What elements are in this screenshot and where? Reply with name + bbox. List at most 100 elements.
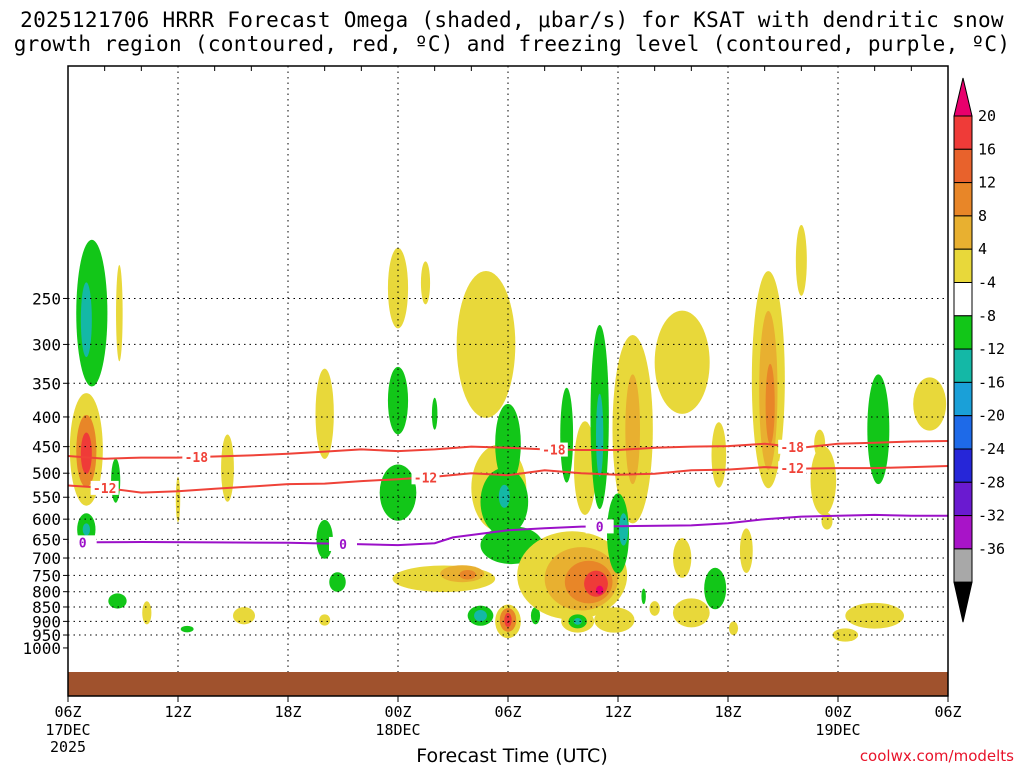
omega-cell-yellow xyxy=(845,602,905,629)
omega-cell-yellow xyxy=(739,528,753,574)
y-tick-label: 650 xyxy=(32,530,61,549)
omega-cell-yellow xyxy=(594,607,635,633)
y-tick-label: 250 xyxy=(32,289,61,308)
colorbar-top-arrow xyxy=(953,77,973,117)
chart-title-line-2: growth region (contoured, red, ºC) and f… xyxy=(13,32,1011,56)
contour-label-bg xyxy=(90,480,119,495)
y-tick-label: 850 xyxy=(32,598,61,617)
omega-cell-yellow xyxy=(142,601,152,625)
x-year-label: 2025 xyxy=(50,738,86,756)
omega-cell-yellow xyxy=(728,621,739,636)
colorbar-label: -4 xyxy=(978,274,996,292)
y-tick-label: 900 xyxy=(32,612,61,631)
colorbar-bin xyxy=(953,248,973,283)
omega-cell-teal xyxy=(596,393,604,477)
colorbar-label: 8 xyxy=(978,207,987,225)
omega-cell-green xyxy=(431,397,438,430)
gridlines xyxy=(68,66,948,696)
contour-freezing-level xyxy=(68,513,948,547)
omega-cell-yellow xyxy=(711,422,727,488)
omega-cell-teal xyxy=(498,484,510,508)
colorbar-label: 16 xyxy=(978,140,996,158)
colorbar-label: -28 xyxy=(978,473,1005,491)
contour-label-bg xyxy=(329,536,357,551)
omega-cell-red xyxy=(504,612,512,628)
omega-cell-teal xyxy=(474,609,487,622)
contour-label-bg xyxy=(411,470,440,485)
y-tick-label: 600 xyxy=(32,510,61,529)
omega-cell-teal xyxy=(618,513,629,546)
omega-cell-yellow xyxy=(913,377,947,431)
omega-cell-yellow xyxy=(175,476,181,523)
omega-cell-yellow xyxy=(221,434,234,502)
colorbar-bin xyxy=(953,148,973,184)
omega-cell-yellow xyxy=(387,247,409,329)
omega-cell-yellow xyxy=(315,368,334,459)
y-tick-label: 700 xyxy=(32,549,61,568)
contour-label-bg xyxy=(585,519,614,534)
contour-label-bg xyxy=(182,450,211,465)
colorbar-label: 4 xyxy=(978,240,987,258)
omega-cell-orange xyxy=(765,363,775,445)
chart-title-line-1: 2025121706 HRRR Forecast Omega (shaded, … xyxy=(20,8,1004,32)
y-tick-label: 950 xyxy=(32,626,61,645)
x-tick-label: 06Z xyxy=(54,703,81,721)
x-tick-label: 12Z xyxy=(604,703,631,721)
contour-label: -12 xyxy=(780,462,803,477)
omega-cell-teal xyxy=(80,282,92,358)
omega-cell-yellow xyxy=(814,429,826,459)
omega-cell-green xyxy=(180,625,194,633)
omega-cell-green xyxy=(867,374,890,485)
colorbar-label: -36 xyxy=(978,540,1005,558)
omega-shading xyxy=(69,225,947,642)
contour-label: -12 xyxy=(93,482,116,497)
omega-cell-green xyxy=(530,607,541,625)
colorbar-label: -12 xyxy=(978,340,1005,358)
colorbar-bin xyxy=(953,481,973,517)
y-tick-label: 350 xyxy=(32,374,61,393)
source-credit: coolwx.com/modelts xyxy=(859,747,1014,765)
omega-cell-yellow xyxy=(233,607,255,625)
omega-cell-green xyxy=(329,572,346,592)
x-date-label: 19DEC xyxy=(815,721,860,739)
y-tick-label: 500 xyxy=(32,464,61,483)
colorbar-label: -20 xyxy=(978,407,1005,425)
contour-label: -18 xyxy=(185,451,209,466)
omega-cell-green xyxy=(316,519,333,559)
x-tick-label: 00Z xyxy=(384,703,411,721)
y-tick-label: 450 xyxy=(32,438,61,457)
colorbar-bin xyxy=(953,348,973,383)
colorbar-bottom-arrow xyxy=(953,581,973,623)
contour-label-bg xyxy=(778,439,807,454)
contour-label: -12 xyxy=(414,471,437,486)
colorbar-bin xyxy=(953,448,973,483)
contour-label: 0 xyxy=(596,520,604,535)
x-tick-label: 18Z xyxy=(714,703,741,721)
omega-cell-yellow xyxy=(574,421,596,515)
omega-cell-red xyxy=(80,432,92,475)
omega-cell-yellow xyxy=(832,628,859,642)
x-tick-label: 06Z xyxy=(494,703,521,721)
contour-lines: -18 -18 -18 -12 -12 -12 0 0 0 xyxy=(68,439,948,553)
colorbar-bin xyxy=(953,415,973,450)
omega-cell-red xyxy=(584,570,608,597)
y-tick-label: 300 xyxy=(32,335,61,354)
contour-label-bg xyxy=(68,535,97,550)
omega-cell-yellow xyxy=(795,225,807,296)
contour-label: 0 xyxy=(339,538,347,553)
omega-cell-yellow xyxy=(673,538,692,578)
colorbar-label: -16 xyxy=(978,373,1005,391)
colorbar-bin xyxy=(953,182,973,217)
omega-cell-yellow xyxy=(654,310,710,414)
colorbar-label: -8 xyxy=(978,307,996,325)
omega-cell-green xyxy=(495,403,521,484)
colorbar-bin xyxy=(953,315,973,350)
colorbar-bin xyxy=(953,115,973,150)
omega-cell-yellow xyxy=(319,614,331,626)
contour-label: 0 xyxy=(79,536,87,551)
x-date-label: 17DEC xyxy=(45,721,90,739)
colorbar-bin xyxy=(953,282,973,317)
omega-cell-orange xyxy=(459,570,476,580)
